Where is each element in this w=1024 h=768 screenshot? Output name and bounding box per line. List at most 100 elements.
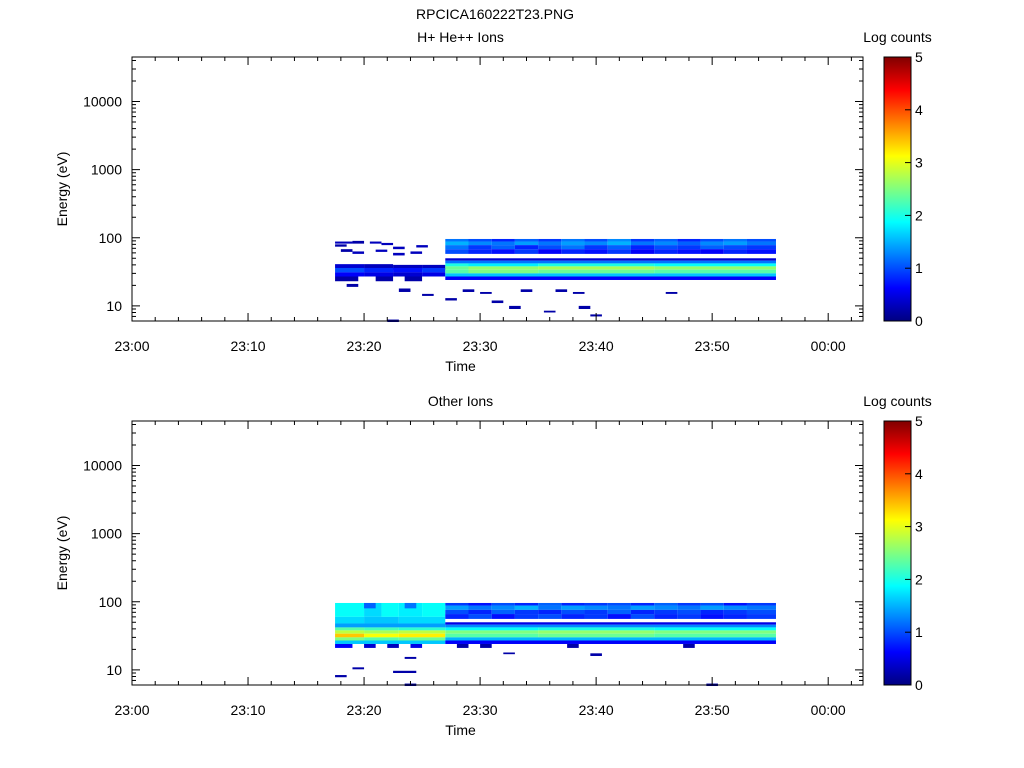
heatmap-cell: [422, 264, 446, 270]
heatmap-cell: [538, 614, 562, 619]
heatmap-cell: [584, 241, 608, 246]
heatmap-cell: [514, 245, 539, 250]
heatmap-cell: [422, 272, 446, 277]
heatmap-cell: [445, 260, 776, 264]
heatmap-cell: [468, 245, 492, 250]
heatmap-cell: [561, 602, 585, 606]
x-tick-label: 00:00: [811, 338, 846, 354]
heatmap-cell: [584, 238, 608, 242]
heatmap-cell: [654, 249, 678, 254]
heatmap-cell: [398, 627, 446, 631]
heatmap-cell: [746, 238, 776, 242]
heatmap-cell: [468, 602, 492, 606]
heatmap-cell: [538, 269, 655, 274]
heatmap-cell: [445, 238, 469, 242]
y-tick-label: 100: [99, 230, 123, 246]
heatmap-cell: [381, 242, 394, 246]
heatmap-cell: [746, 249, 776, 254]
heatmap-cell: [480, 291, 492, 294]
heatmap-cell: [335, 640, 446, 644]
colorbar-tick-label: 4: [915, 102, 923, 118]
heatmap-cell: [654, 266, 776, 270]
heatmap-cells: [335, 602, 776, 687]
heatmap-cell: [468, 263, 539, 267]
heatmap-cell: [503, 652, 515, 655]
heatmap-cell: [700, 614, 724, 619]
heatmap-cell: [607, 245, 631, 250]
heatmap-cell: [654, 633, 776, 638]
heatmap-cell: [445, 298, 457, 301]
heatmap-cell: [422, 293, 434, 296]
heatmap-cell: [445, 609, 469, 615]
heatmap-cell: [555, 289, 568, 292]
heatmap-cell: [346, 283, 359, 287]
heatmap-cell: [700, 238, 724, 242]
heatmap-cell: [514, 609, 539, 615]
heatmap-cell: [514, 249, 539, 254]
heatmap-cell: [630, 614, 655, 619]
heatmap-cell: [404, 602, 417, 609]
heatmap-cell: [630, 241, 655, 246]
heatmap-cell: [491, 605, 515, 610]
colorbar-tick-label: 5: [915, 49, 923, 65]
heatmap-cell: [445, 276, 776, 280]
heatmap-cell: [491, 602, 515, 606]
heatmap-cell: [398, 633, 446, 638]
heatmap-cell: [746, 614, 776, 619]
heatmap-cell: [491, 300, 504, 304]
heatmap-cell: [445, 249, 469, 254]
heatmap-cell: [654, 238, 678, 242]
heatmap-cell: [584, 602, 608, 606]
heatmap-cell: [607, 614, 631, 619]
heatmap-cell: [654, 605, 678, 610]
heatmap-cell: [700, 245, 724, 250]
x-axis-label: Time: [445, 722, 476, 738]
heatmap-cell: [335, 637, 365, 641]
heatmap-cell: [607, 602, 631, 606]
x-tick-label: 23:00: [114, 338, 149, 354]
heatmap-cell: [538, 633, 655, 638]
heatmap-cell: [654, 269, 776, 274]
heatmap-cell: [700, 249, 724, 254]
heatmap-cell: [422, 267, 446, 273]
heatmap-cell: [335, 616, 365, 624]
heatmap-cell: [723, 245, 747, 250]
heatmap-cell: [445, 241, 469, 246]
y-tick-label: 10: [106, 662, 122, 678]
heatmap-cells: [335, 238, 776, 323]
heatmap-cell: [410, 251, 423, 254]
heatmap-cell: [352, 240, 365, 244]
heatmap-cell: [700, 241, 724, 246]
heatmap-cell: [607, 249, 631, 254]
heatmap-cell: [538, 263, 655, 267]
heatmap-cell: [677, 602, 701, 606]
heatmap-cell: [387, 643, 399, 648]
heatmap-cell: [445, 627, 539, 631]
heatmap-cell: [700, 602, 724, 606]
heatmap-cell: [445, 273, 776, 277]
y-tick-label: 10000: [83, 458, 122, 474]
heatmap-cell: [364, 630, 399, 634]
colorbar-tick-label: 0: [915, 313, 923, 329]
colorbar-tick-label: 3: [915, 155, 923, 171]
heatmap-cell: [335, 276, 359, 282]
heatmap-cell: [491, 609, 515, 615]
heatmap-cell: [607, 241, 631, 246]
colorbar-label: Log counts: [863, 29, 932, 45]
y-axis-label: Energy (eV): [54, 152, 70, 227]
y-axis-label: Energy (eV): [54, 516, 70, 591]
heatmap-cell: [607, 238, 631, 242]
heatmap-cell: [393, 264, 423, 270]
heatmap-cell: [514, 605, 539, 610]
heatmap-cell: [746, 605, 776, 610]
heatmap-cell: [683, 643, 695, 648]
heatmap-cell: [445, 614, 469, 619]
heatmap-cell: [335, 264, 365, 268]
heatmap-cell: [445, 263, 469, 267]
colorbar-tick-label: 0: [915, 677, 923, 693]
x-tick-label: 23:40: [579, 338, 614, 354]
heatmap-cell: [335, 675, 347, 678]
heatmap-cell: [578, 305, 591, 310]
x-tick-label: 23:40: [579, 702, 614, 718]
